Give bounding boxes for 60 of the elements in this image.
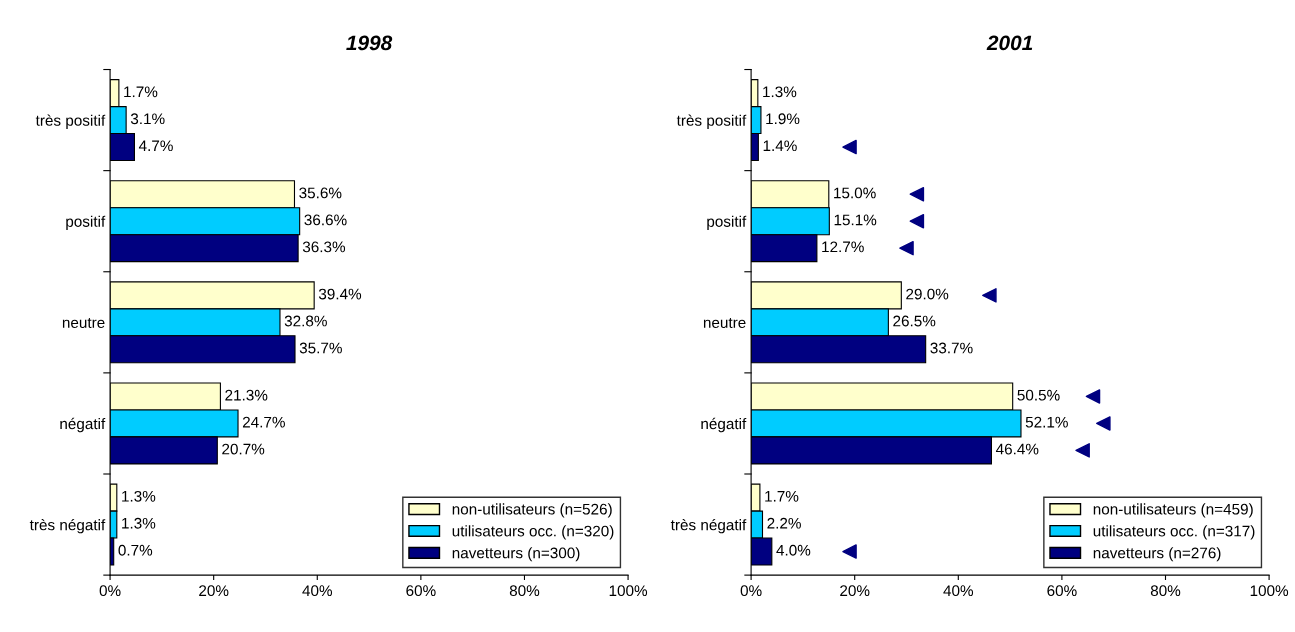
- y-tick-label: neutre: [62, 317, 105, 329]
- data-label: 4.0%: [776, 544, 811, 556]
- data-label: 21.3%: [225, 389, 268, 401]
- x-tick-label: 0%: [99, 585, 121, 597]
- x-tick-label: 20%: [199, 585, 229, 597]
- data-label: 1.7%: [765, 490, 799, 502]
- x-tick-label: 100%: [609, 585, 648, 597]
- chart-title: 2001: [986, 35, 1033, 51]
- y-tick-label: très positif: [35, 114, 106, 129]
- data-label: 52.1%: [1025, 416, 1068, 428]
- data-label: 0.7%: [118, 544, 153, 556]
- data-label: 29.0%: [906, 288, 949, 300]
- data-label: 1.3%: [122, 517, 156, 529]
- data-label: 1.9%: [766, 113, 800, 125]
- legend-label: non-utilisateurs (n=526): [452, 503, 612, 518]
- data-label: 36.3%: [302, 241, 346, 253]
- x-tick-label: 40%: [943, 585, 974, 597]
- data-label: 35.6%: [299, 187, 342, 199]
- data-label: 36.6%: [304, 214, 347, 226]
- y-tick-label: très positif: [676, 114, 747, 129]
- x-tick-label: 80%: [1150, 585, 1181, 597]
- x-tick-label: 60%: [406, 585, 436, 597]
- data-label: 1.4%: [763, 140, 797, 152]
- data-label: 26.5%: [893, 315, 936, 327]
- x-tick-label: 80%: [509, 585, 540, 597]
- legend-label: navetteurs (n=300): [452, 547, 580, 562]
- data-label: 4.7%: [138, 140, 173, 152]
- data-label: 20.7%: [222, 443, 265, 455]
- data-label: 33.7%: [930, 342, 973, 354]
- y-tick-label: positif: [66, 215, 106, 230]
- chart-title: 1998: [346, 35, 393, 51]
- data-label: 15.0%: [834, 187, 876, 199]
- data-label: 15.1%: [834, 214, 877, 226]
- data-label: 35.7%: [299, 342, 342, 354]
- data-label: 46.4%: [995, 443, 1039, 455]
- y-tick-label: très négatif: [29, 518, 106, 534]
- data-label: 1.7%: [124, 86, 158, 98]
- data-label: 1.3%: [763, 86, 797, 98]
- y-tick-label: très négatif: [670, 518, 747, 534]
- x-tick-label: 20%: [840, 585, 870, 597]
- legend-label: utilisateurs occ. (n=320): [452, 525, 614, 540]
- data-label: 1.3%: [122, 490, 156, 502]
- y-tick-label: négatif: [60, 417, 106, 433]
- y-tick-label: neutre: [703, 317, 746, 329]
- data-label: 12.7%: [822, 241, 864, 253]
- legend-label: utilisateurs occ. (n=317): [1093, 525, 1255, 540]
- data-label: 24.7%: [242, 416, 285, 428]
- y-tick-label: positif: [707, 215, 747, 230]
- x-tick-label: 0%: [740, 585, 762, 597]
- data-label: 3.1%: [130, 113, 165, 125]
- legend-label: non-utilisateurs (n=459): [1093, 503, 1253, 518]
- data-label: 32.8%: [284, 315, 327, 327]
- x-tick-label: 60%: [1047, 585, 1077, 597]
- x-tick-label: 100%: [1250, 585, 1289, 597]
- legend-label: navetteurs (n=276): [1093, 547, 1221, 562]
- data-label: 2.2%: [767, 517, 801, 529]
- y-tick-label: négatif: [701, 417, 747, 433]
- data-label: 50.5%: [1017, 389, 1060, 401]
- x-tick-label: 40%: [302, 585, 333, 597]
- data-label: 39.4%: [318, 288, 362, 300]
